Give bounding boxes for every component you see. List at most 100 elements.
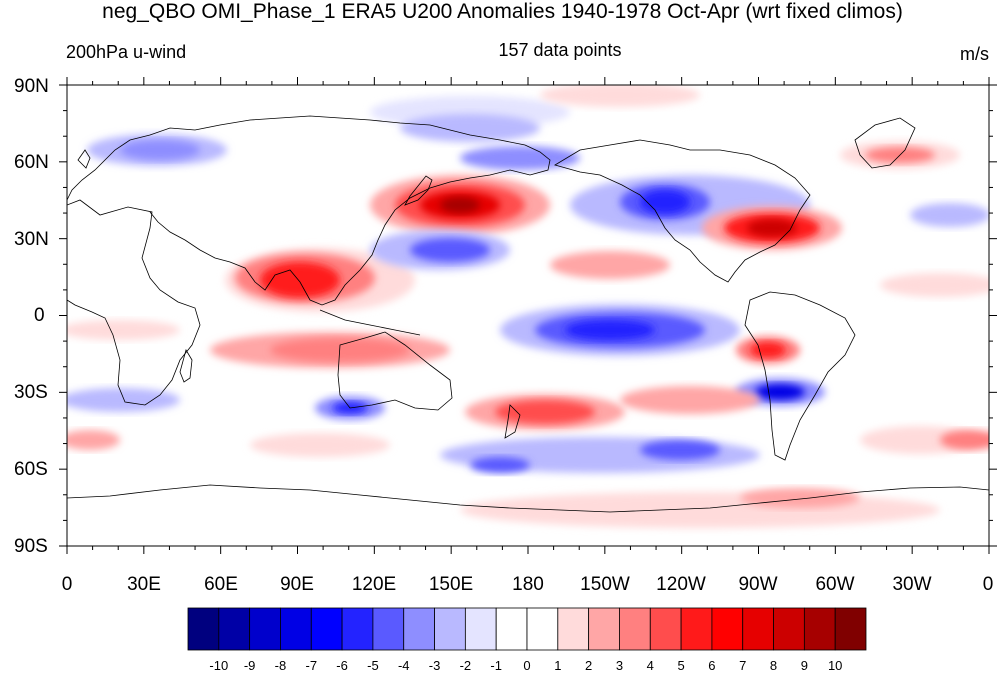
coastline-australia — [337, 331, 453, 411]
colorbar-label: -4 — [397, 658, 410, 673]
coastline-north-america — [553, 139, 811, 283]
lon-label-0: 0 — [61, 574, 73, 595]
anomaly-blob — [120, 140, 200, 160]
anomaly-blob — [400, 114, 540, 142]
units-subtitle: m/s — [960, 44, 989, 64]
coastline-antarctica — [67, 484, 989, 513]
colorbar-box — [834, 607, 867, 651]
colorbar-label: -1 — [490, 658, 502, 673]
colorbar-label: -10 — [209, 658, 229, 673]
anomaly-blob — [540, 85, 700, 107]
colorbar-label: 10 — [827, 658, 843, 673]
coastline-eurasia — [67, 115, 551, 306]
coastlines — [67, 115, 989, 513]
lon-label-60e: 60E — [204, 574, 238, 595]
colorbar-box — [773, 607, 805, 651]
colorbar-box — [434, 607, 466, 651]
coastline-new-zealand — [504, 404, 521, 439]
anomaly-blob — [470, 457, 530, 473]
lon-label-90w: 90W — [738, 574, 778, 595]
lon-label-0-east: 0 — [982, 574, 994, 595]
lat-label-60n: 60N — [14, 152, 49, 173]
anomaly-shading — [67, 85, 989, 528]
colorbar-box — [249, 607, 281, 651]
lon-label-30w: 30W — [892, 574, 932, 595]
anomaly-blob — [260, 262, 340, 298]
lon-label-180: 180 — [512, 574, 544, 595]
colorbar-box — [557, 607, 590, 651]
colorbar-box — [187, 607, 220, 651]
colorbar-box — [310, 607, 343, 651]
lon-label-60w: 60W — [815, 574, 855, 595]
anomaly-blob — [755, 384, 805, 400]
lat-label-30n: 30N — [14, 229, 49, 250]
colorbar-box — [341, 607, 374, 651]
lat-label-90n: 90N — [14, 76, 49, 97]
coastline-japan — [404, 175, 433, 206]
anomaly-blob — [440, 197, 480, 213]
colorbar — [187, 607, 867, 651]
colorbar-box — [588, 607, 620, 651]
colorbar-box — [280, 607, 312, 651]
colorbar-box — [619, 607, 651, 651]
colorbar-label: 2 — [585, 658, 593, 673]
coastline-madagascar — [179, 348, 193, 383]
colorbar-label: 8 — [769, 658, 778, 673]
lat-label-30s: 30S — [14, 382, 48, 403]
colorbar-label: 1 — [554, 658, 562, 673]
colorbar-box — [711, 607, 744, 651]
colorbar-box — [680, 607, 713, 651]
anomaly-blob — [250, 433, 390, 457]
anomaly-blob — [67, 430, 120, 450]
coastline-greenland — [854, 117, 916, 169]
lat-label-90s: 90S — [14, 536, 48, 557]
colorbar-label: 7 — [739, 658, 747, 673]
colorbar-label: -5 — [367, 658, 379, 673]
anomaly-blob — [620, 386, 760, 414]
colorbar-label: 0 — [523, 658, 531, 673]
anomaly-blob — [640, 440, 720, 460]
colorbar-label: 3 — [615, 658, 624, 673]
colorbar-box — [495, 607, 528, 651]
colorbar-label: 5 — [677, 658, 685, 673]
anomaly-blob — [940, 430, 989, 450]
anomaly-blob — [750, 342, 786, 358]
lon-label-120w: 120W — [656, 574, 706, 595]
anomaly-blob — [880, 273, 989, 297]
variable-subtitle: 200hPa u-wind — [66, 42, 187, 62]
lon-label-90e: 90E — [280, 574, 314, 595]
anomaly-blob — [495, 400, 595, 424]
lat-label-60s: 60S — [14, 459, 48, 480]
anomaly-blob — [460, 146, 580, 170]
colorbar-box — [803, 607, 836, 651]
coastline-indonesia — [319, 309, 421, 336]
lat-label-eq: 0 — [34, 305, 45, 326]
colorbar-label: -6 — [336, 658, 348, 673]
colorbar-label: 6 — [708, 658, 716, 673]
colorbar-label: -8 — [274, 658, 287, 673]
anomaly-blob — [910, 203, 989, 227]
colorbar-label: -9 — [243, 658, 256, 673]
lon-label-30e: 30E — [127, 574, 161, 595]
coastline-uk — [77, 149, 91, 169]
lon-label-150e: 150E — [428, 574, 474, 595]
anomaly-blob — [67, 320, 180, 340]
colorbar-label: -3 — [428, 658, 441, 673]
anomaly-blob — [460, 492, 940, 528]
data-count-subtitle: 157 data points — [498, 40, 622, 60]
anomaly-blob — [565, 320, 655, 340]
lon-label-150w: 150W — [580, 574, 630, 595]
coastline-south-america — [744, 291, 856, 461]
axis-ticks — [59, 77, 997, 554]
colorbar-label: 4 — [646, 658, 654, 673]
colorbar-box — [464, 607, 497, 651]
map-title: neg_QBO OMI_Phase_1 ERA5 U200 Anomalies … — [102, 0, 903, 23]
colorbar-box — [742, 607, 774, 651]
colorbar-label: -7 — [305, 658, 318, 673]
colorbar-box — [649, 607, 682, 651]
colorbar-label: 9 — [800, 658, 808, 673]
anomaly-blob — [67, 388, 180, 412]
anomaly-blob — [410, 238, 490, 262]
anomaly-blob — [550, 251, 670, 279]
